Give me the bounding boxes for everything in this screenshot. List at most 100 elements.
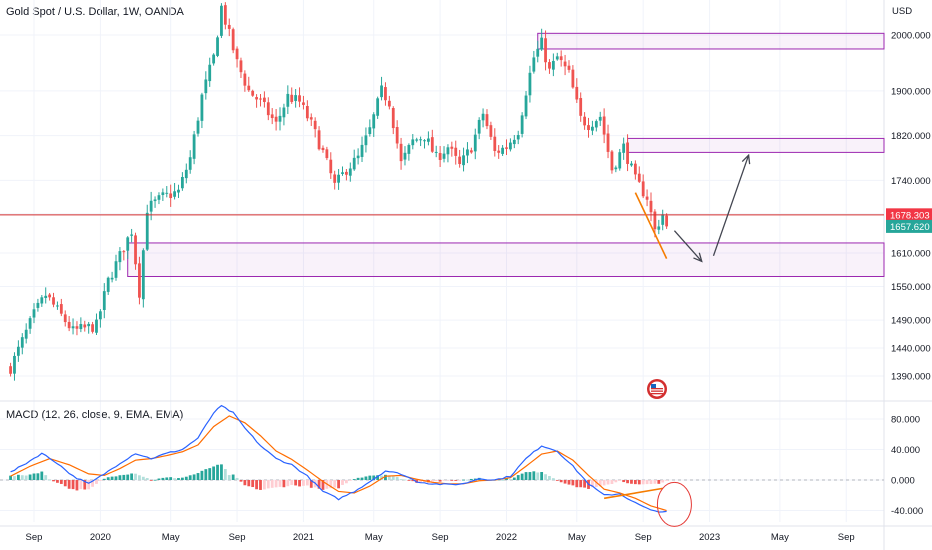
candle-body	[489, 125, 493, 137]
time-tick-label: 2022	[496, 532, 517, 543]
candle-body	[341, 172, 344, 174]
macd-histogram-bar	[626, 480, 629, 484]
macd-histogram-bar	[98, 480, 102, 481]
candle-body	[415, 139, 419, 141]
macd-histogram-bar	[520, 473, 524, 480]
macd-histogram-bar	[106, 477, 110, 480]
macd-divergence-line[interactable]	[603, 487, 663, 500]
candle-body	[247, 85, 251, 91]
time-tick-label: May	[568, 532, 586, 543]
candle-body	[657, 226, 661, 230]
macd-histogram-bar	[134, 473, 137, 480]
time-tick-label: Sep	[26, 532, 43, 543]
macd-histogram-bar	[622, 480, 626, 483]
candle-body	[52, 297, 55, 305]
candle-body	[79, 324, 83, 330]
tradingview-logo-icon	[647, 379, 667, 399]
macd-pane	[0, 404, 884, 527]
candle-body	[235, 48, 239, 60]
candle-body	[528, 72, 532, 96]
candle-body	[63, 314, 67, 323]
macd-histogram-bar	[618, 480, 622, 481]
macd-histogram-bar	[59, 480, 63, 484]
macd-histogram-bar	[341, 480, 344, 485]
macd-histogram-bar	[204, 469, 208, 480]
candle-body	[259, 98, 262, 100]
candle-body	[512, 139, 516, 145]
candle-body	[44, 295, 48, 299]
macd-histogram-bar	[177, 478, 180, 480]
candle-body	[509, 142, 512, 150]
macd-histogram-bar	[532, 471, 536, 480]
macd-histogram-bar	[446, 480, 450, 481]
candle-body	[212, 54, 216, 64]
macd-histogram-bar	[255, 480, 258, 490]
macd-histogram-bar	[67, 480, 71, 489]
candle-body	[423, 140, 426, 142]
projection-arrow-down[interactable]	[673, 230, 703, 262]
candle-body	[481, 113, 485, 121]
macd-histogram-bar	[407, 480, 411, 481]
macd-histogram-bar	[298, 480, 301, 487]
candle-body	[473, 134, 477, 152]
macd-histogram-bar	[259, 480, 262, 490]
macd-histogram-bar	[208, 468, 212, 480]
candle-body	[493, 136, 497, 151]
macd-histogram-bar	[220, 464, 223, 480]
candle-body	[497, 150, 501, 153]
macd-histogram-bar	[122, 474, 126, 480]
candle-body	[24, 329, 28, 339]
candle-body	[216, 37, 219, 56]
candle-body	[71, 326, 75, 329]
macd-histogram-bar	[200, 470, 204, 480]
macd-histogram-bar	[633, 480, 637, 485]
macd-histogram-bar	[24, 475, 28, 480]
macd-histogram-bar	[583, 480, 587, 488]
macd-histogram-bar	[657, 480, 661, 484]
macd-histogram-bar	[126, 474, 130, 480]
time-tick-label: Sep	[838, 532, 855, 543]
candle-body	[376, 98, 380, 116]
candle-body	[579, 98, 583, 116]
candle-body	[637, 173, 641, 182]
macd-histogram-bar	[282, 480, 286, 488]
candle-body	[407, 144, 411, 154]
macd-histogram-bar	[345, 480, 348, 484]
candle-body	[302, 102, 305, 105]
candle-body	[270, 114, 274, 119]
logo-stripe	[651, 393, 663, 395]
macd-histogram-bar	[454, 480, 458, 481]
macd-histogram-bar	[169, 477, 173, 480]
candle-body	[227, 24, 231, 29]
macd-histogram-bar	[411, 480, 415, 482]
falling-trendline[interactable]	[634, 192, 668, 259]
candle-body	[661, 214, 665, 225]
supply-demand-zone[interactable]	[627, 137, 885, 153]
candle-body	[325, 149, 329, 159]
macd-histogram-bar	[434, 480, 438, 482]
macd-histogram-bar	[665, 480, 669, 481]
macd-histogram-bar	[40, 471, 44, 480]
macd-histogram-bar	[645, 480, 649, 485]
macd-histogram-bar	[466, 479, 469, 481]
supply-demand-zone[interactable]	[537, 32, 885, 50]
macd-histogram-bar	[403, 479, 407, 481]
macd-histogram-bar	[192, 474, 196, 480]
time-tick-label: 2023	[699, 532, 720, 543]
macd-histogram-bar	[235, 477, 239, 480]
macd-histogram-bar	[380, 475, 383, 480]
macd-histogram-bar	[567, 480, 571, 485]
projection-arrow-up[interactable]	[712, 154, 750, 257]
candle-body	[20, 337, 24, 348]
time-tick-label: 2020	[90, 532, 111, 543]
candle-body	[188, 157, 192, 170]
candle-body	[524, 95, 528, 117]
highlight-circle[interactable]	[656, 481, 692, 527]
candle-body	[345, 171, 348, 175]
candle-body	[555, 56, 559, 60]
supply-demand-zone[interactable]	[127, 242, 885, 277]
macd-histogram-bar	[79, 480, 83, 490]
candle-body	[122, 251, 126, 253]
candle-body	[364, 135, 368, 146]
